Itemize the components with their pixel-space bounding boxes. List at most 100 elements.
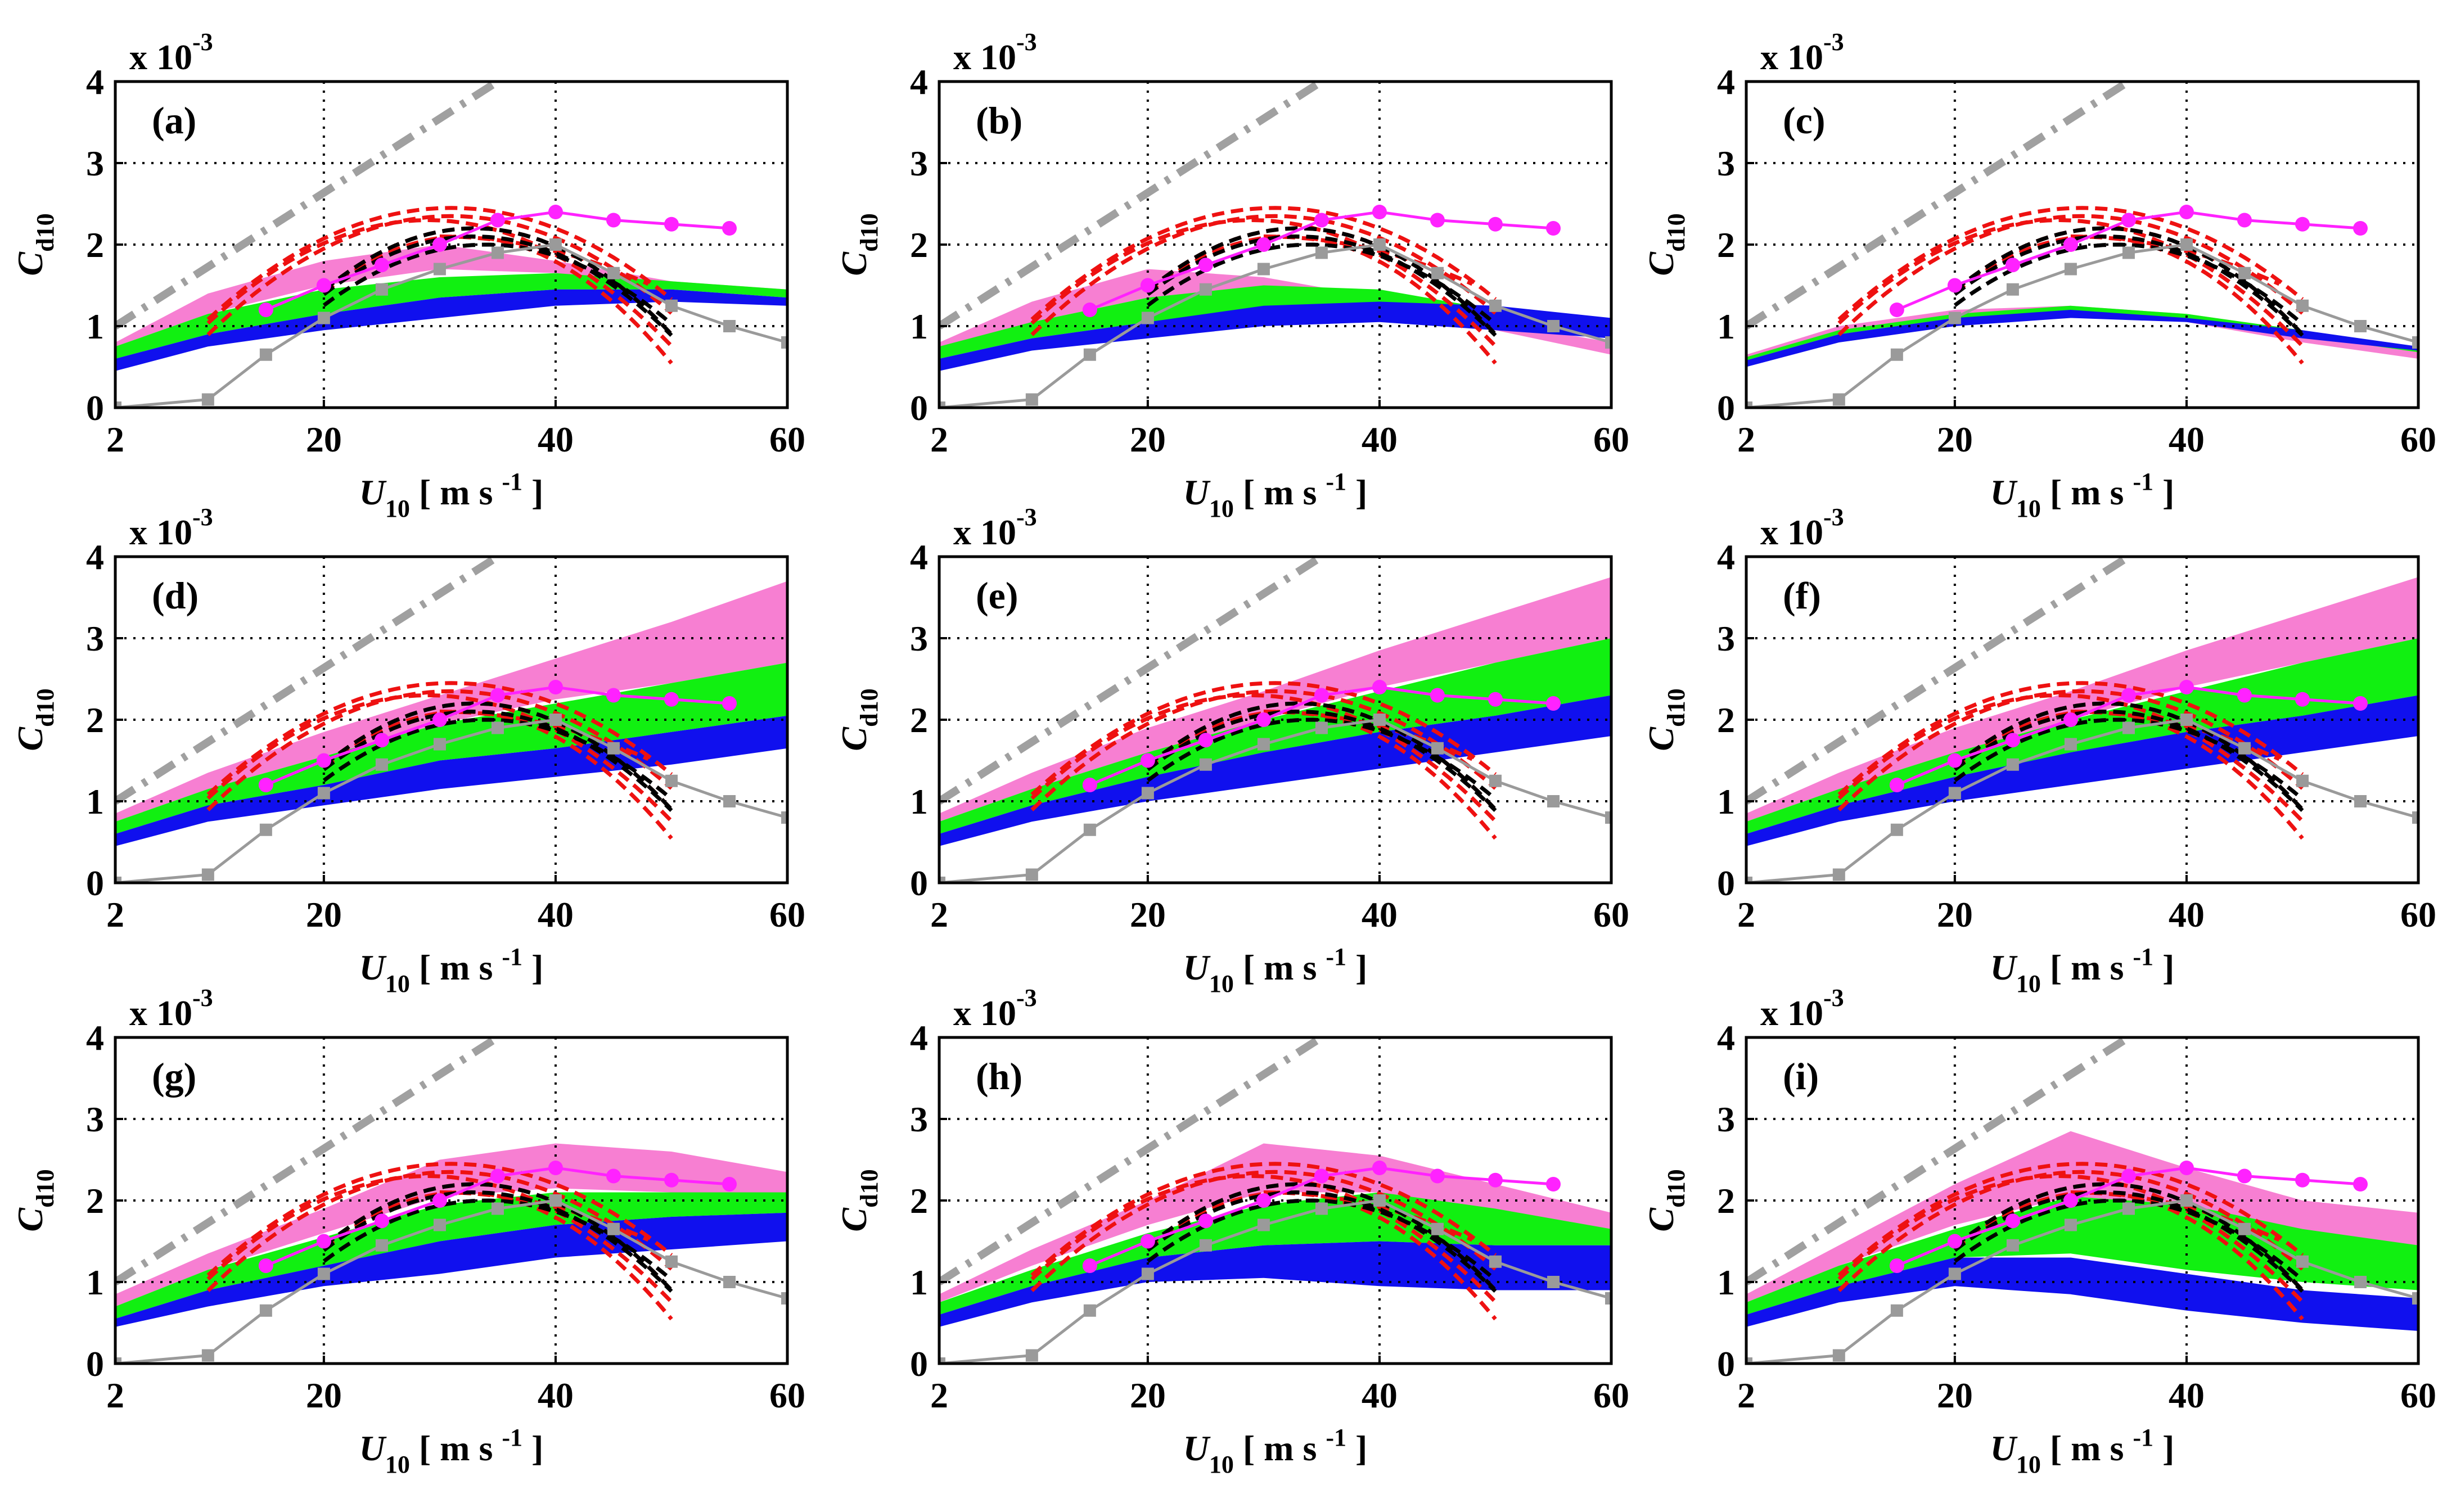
magenta-circle-marker bbox=[2121, 688, 2136, 703]
magenta-circle-marker bbox=[1947, 753, 1962, 768]
gray-square-marker bbox=[1890, 348, 1903, 361]
y-tick-label: 1 bbox=[910, 1262, 928, 1302]
gray-square-marker bbox=[1890, 823, 1903, 836]
magenta-circle-marker bbox=[1314, 688, 1329, 703]
magenta-circle-marker bbox=[1889, 778, 1904, 792]
x-tick-label: 60 bbox=[1593, 895, 1629, 935]
gray-square-marker bbox=[491, 1202, 504, 1215]
y-tick-label: 0 bbox=[1717, 1344, 1735, 1384]
x-axis-subscript: 10 bbox=[1209, 970, 1234, 998]
gray-square-marker bbox=[665, 774, 678, 787]
gray-square-marker bbox=[1373, 238, 1386, 251]
magenta-circle-marker bbox=[2353, 1177, 2368, 1191]
red-dashed-curve bbox=[1953, 709, 2304, 840]
magenta-circle-marker bbox=[2121, 1168, 2136, 1184]
y-tick-label: 3 bbox=[86, 143, 104, 183]
y-axis-symbol: C bbox=[1641, 1207, 1681, 1232]
magenta-circle-marker bbox=[2005, 258, 2020, 273]
y-axis-subscript: d10 bbox=[855, 688, 883, 726]
y-scale-exponent: -3 bbox=[1016, 503, 1037, 531]
gray-square-marker bbox=[1025, 393, 1038, 406]
y-axis-subscript: d10 bbox=[31, 213, 59, 251]
magenta-circle-marker bbox=[2295, 692, 2310, 707]
x-tick-label: 40 bbox=[1362, 419, 1398, 459]
magenta-circle-marker bbox=[1889, 1258, 1904, 1273]
gray-square-marker bbox=[1431, 742, 1444, 755]
y-tick-label: 2 bbox=[910, 700, 928, 740]
magenta-circle-marker bbox=[1372, 205, 1387, 219]
y-scale-label: x 10-3 bbox=[953, 984, 1037, 1033]
gray-square-marker bbox=[1746, 401, 1752, 408]
gray-square-marker bbox=[115, 401, 121, 408]
gray-square-marker bbox=[1489, 774, 1502, 787]
magenta-circle-marker bbox=[1545, 1177, 1561, 1191]
gray-square-marker bbox=[1948, 312, 1961, 324]
x-tick-label: 2 bbox=[1737, 895, 1755, 935]
y-tick-label: 3 bbox=[1717, 143, 1735, 183]
y-scale-label: x 10-3 bbox=[1760, 984, 1844, 1033]
magenta-circle-marker bbox=[1140, 278, 1155, 293]
x-axis-units: [ m s bbox=[2041, 947, 2133, 987]
y-scale-base: x 10 bbox=[1760, 37, 1823, 77]
x-tick-label: 60 bbox=[2400, 1375, 2436, 1415]
gray-square-marker bbox=[1605, 336, 1611, 349]
gray-square-marker bbox=[1083, 823, 1096, 836]
gray-square-marker bbox=[259, 1304, 272, 1317]
y-tick-label: 1 bbox=[1717, 1262, 1735, 1302]
panel-d: 2 20 40 60 0 1 2 3 4 x 10-3 (d) U10 [ m s -1 ] Cd10 bbox=[10, 503, 805, 998]
gray-square-marker bbox=[2354, 320, 2367, 332]
magenta-circle-marker bbox=[2063, 237, 2078, 252]
panel-label: (b) bbox=[976, 99, 1022, 142]
magenta-circle-marker bbox=[1947, 278, 1962, 293]
red-dashed-curve bbox=[1837, 693, 2304, 823]
y-tick-label: 3 bbox=[910, 1099, 928, 1139]
y-tick-label: 4 bbox=[86, 1018, 104, 1058]
x-tick-label: 2 bbox=[106, 895, 124, 935]
gray-square-marker bbox=[2296, 299, 2309, 312]
y-tick-label: 4 bbox=[1717, 537, 1735, 577]
gray-square-marker bbox=[1083, 1304, 1096, 1317]
gray-dashdot-line bbox=[115, 82, 500, 330]
y-tick-label: 1 bbox=[1717, 782, 1735, 822]
gray-square-line bbox=[115, 718, 787, 883]
y-scale-exponent: -3 bbox=[1823, 28, 1844, 56]
y-scale-label: x 10-3 bbox=[129, 984, 213, 1033]
y-axis-label: Cd10 bbox=[1641, 213, 1690, 276]
gray-square-marker bbox=[1489, 299, 1502, 312]
y-axis-subscript: d10 bbox=[1662, 688, 1690, 726]
gray-square-line bbox=[115, 243, 787, 408]
gray-square-marker bbox=[259, 823, 272, 836]
gray-square-marker bbox=[2180, 238, 2193, 251]
magenta-circle-marker bbox=[548, 205, 563, 219]
red-dashed-curve bbox=[206, 1174, 673, 1303]
red-dashed-curve bbox=[1030, 1162, 1497, 1277]
magenta-circle-marker bbox=[1256, 1193, 1271, 1208]
x-axis-subscript: 10 bbox=[1209, 495, 1234, 522]
x-tick-label: 2 bbox=[106, 1375, 124, 1415]
magenta-circle-marker bbox=[490, 1168, 505, 1184]
y-scale-label: x 10-3 bbox=[1760, 503, 1844, 552]
gray-square-marker bbox=[2238, 267, 2251, 279]
panel-label: (d) bbox=[152, 574, 199, 617]
panel-label: (i) bbox=[1783, 1055, 1819, 1098]
gray-square-marker bbox=[2180, 714, 2193, 726]
magenta-circle-marker bbox=[664, 692, 679, 707]
gray-square-marker bbox=[317, 787, 330, 800]
gray-square-line bbox=[1746, 1199, 2418, 1364]
magenta-circle-marker bbox=[1430, 1168, 1445, 1184]
magenta-circle-marker bbox=[1198, 258, 1213, 273]
plot-content bbox=[939, 1037, 1611, 1364]
gray-square-marker bbox=[1373, 714, 1386, 726]
magenta-circle-marker bbox=[606, 1168, 621, 1184]
gray-dashdot-line bbox=[1746, 557, 2131, 805]
gray-square-marker bbox=[491, 721, 504, 734]
y-tick-label: 1 bbox=[86, 1262, 104, 1302]
magenta-circle-marker bbox=[722, 221, 737, 236]
y-axis-subscript: d10 bbox=[855, 1169, 883, 1207]
x-tick-label: 20 bbox=[1937, 419, 1973, 459]
y-tick-label: 4 bbox=[910, 62, 928, 102]
y-scale-base: x 10 bbox=[129, 993, 192, 1033]
x-tick-label: 20 bbox=[1937, 895, 1973, 935]
red-dashed-curve bbox=[1837, 1174, 2304, 1303]
